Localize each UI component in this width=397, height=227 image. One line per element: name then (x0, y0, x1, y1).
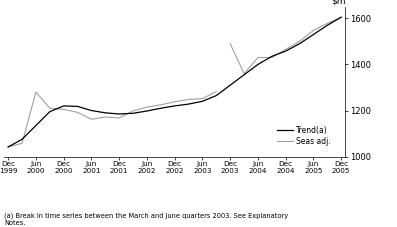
Text: $m: $m (331, 0, 345, 5)
Text: (a) Break in time series between the March and June quarters 2003. See Explanato: (a) Break in time series between the Mar… (4, 212, 288, 226)
Legend: Trend(a), Seas adj.: Trend(a), Seas adj. (277, 125, 331, 147)
